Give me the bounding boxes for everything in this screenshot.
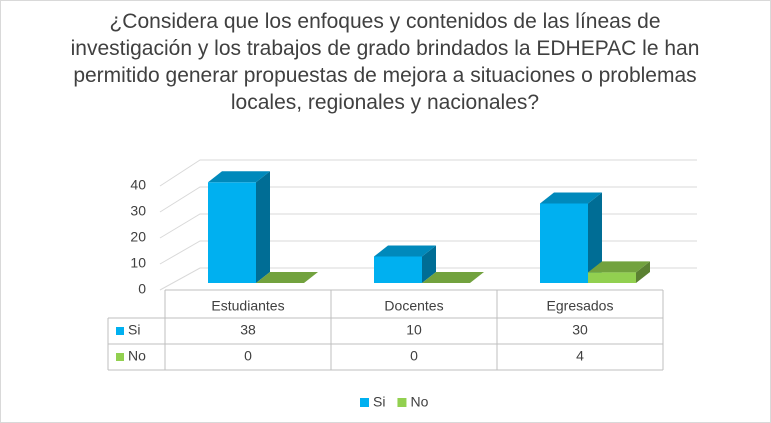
bar-front bbox=[540, 203, 588, 283]
table-value: 30 bbox=[572, 322, 588, 338]
bar-top bbox=[588, 261, 650, 273]
table-value: 0 bbox=[410, 348, 418, 364]
y-tick-label: 0 bbox=[138, 281, 146, 297]
bar-top bbox=[208, 171, 270, 183]
grid-line bbox=[159, 267, 697, 291]
bar bbox=[588, 261, 650, 283]
bar-front bbox=[374, 256, 422, 283]
bar-top bbox=[422, 272, 484, 283]
x-tick-label: Docentes bbox=[384, 298, 443, 314]
bar bbox=[540, 192, 602, 283]
chart-title: ¿Considera que los enfoques y contenidos… bbox=[70, 10, 700, 114]
grid-line bbox=[159, 213, 697, 239]
table-legend-key bbox=[116, 353, 124, 361]
bar-front bbox=[588, 272, 636, 283]
table-value: 10 bbox=[406, 322, 422, 338]
bar bbox=[256, 272, 318, 283]
x-tick-label: Egresados bbox=[547, 298, 614, 314]
legend-label: Si bbox=[373, 394, 385, 410]
y-tick-label: 10 bbox=[130, 255, 146, 271]
bar bbox=[208, 171, 270, 283]
legend-key bbox=[397, 398, 407, 407]
table-series-name: Si bbox=[128, 322, 140, 338]
legend-label: No bbox=[410, 394, 428, 410]
grid-line bbox=[159, 186, 697, 213]
table-value: 4 bbox=[576, 348, 584, 364]
bar bbox=[422, 272, 484, 283]
x-tick-label: Estudiantes bbox=[211, 298, 284, 314]
table-value: 0 bbox=[244, 348, 252, 364]
bar-side bbox=[422, 245, 436, 283]
y-tick-label: 40 bbox=[130, 177, 146, 193]
y-tick-label: 30 bbox=[130, 203, 146, 219]
bar-top bbox=[540, 192, 602, 204]
y-tick-label: 20 bbox=[130, 229, 146, 245]
bar-front bbox=[208, 182, 256, 283]
bar bbox=[374, 245, 436, 283]
grid-line bbox=[159, 159, 697, 187]
bar-top bbox=[374, 245, 436, 257]
table-value: 38 bbox=[240, 322, 256, 338]
table-series-name: No bbox=[128, 348, 146, 364]
table-legend-key bbox=[116, 327, 124, 335]
bar-side bbox=[588, 192, 602, 283]
bar-side bbox=[636, 261, 650, 283]
grid-line bbox=[159, 240, 697, 265]
bar-side bbox=[256, 171, 270, 283]
bar-top bbox=[256, 272, 318, 283]
legend-key bbox=[360, 398, 369, 407]
